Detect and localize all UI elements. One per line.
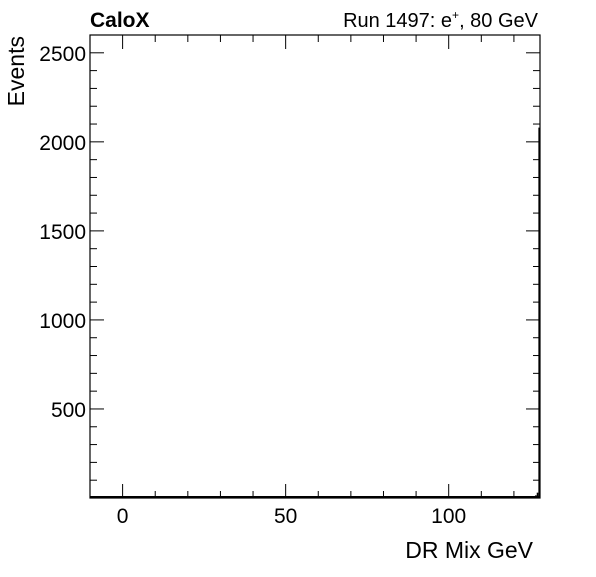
plot-frame xyxy=(89,34,541,499)
axis-ticks xyxy=(89,34,540,498)
x-tick-label: 0 xyxy=(117,505,129,528)
tick-labels: 0 50 100 500 1000 1500 2000 2500 xyxy=(39,43,466,528)
y-tick-label: 1500 xyxy=(39,221,86,244)
run-info-superscript: + xyxy=(452,8,459,22)
run-info-text: Run 1497: e xyxy=(343,10,452,32)
y-tick-label: 2500 xyxy=(39,43,86,66)
y-tick-label: 2000 xyxy=(39,132,86,155)
x-tick-label: 50 xyxy=(274,505,297,528)
run-info-label: Run 1497: e+, 80 GeV xyxy=(343,8,539,32)
x-tick-label: 100 xyxy=(431,505,466,528)
experiment-label: CaloX xyxy=(90,9,150,32)
y-tick-label: 500 xyxy=(51,399,86,422)
histogram-bin xyxy=(538,127,540,498)
run-info-suffix: , 80 GeV xyxy=(459,10,539,32)
histogram-bars xyxy=(90,127,540,498)
y-axis-label: Events xyxy=(3,36,29,106)
histogram-bin xyxy=(533,496,536,498)
histogram-bin xyxy=(536,492,539,498)
x-axis-label: DR Mix GeV xyxy=(405,537,533,563)
y-tick-label: 1000 xyxy=(39,310,86,333)
histogram-bin xyxy=(535,495,537,498)
histogram-bin xyxy=(90,496,92,498)
